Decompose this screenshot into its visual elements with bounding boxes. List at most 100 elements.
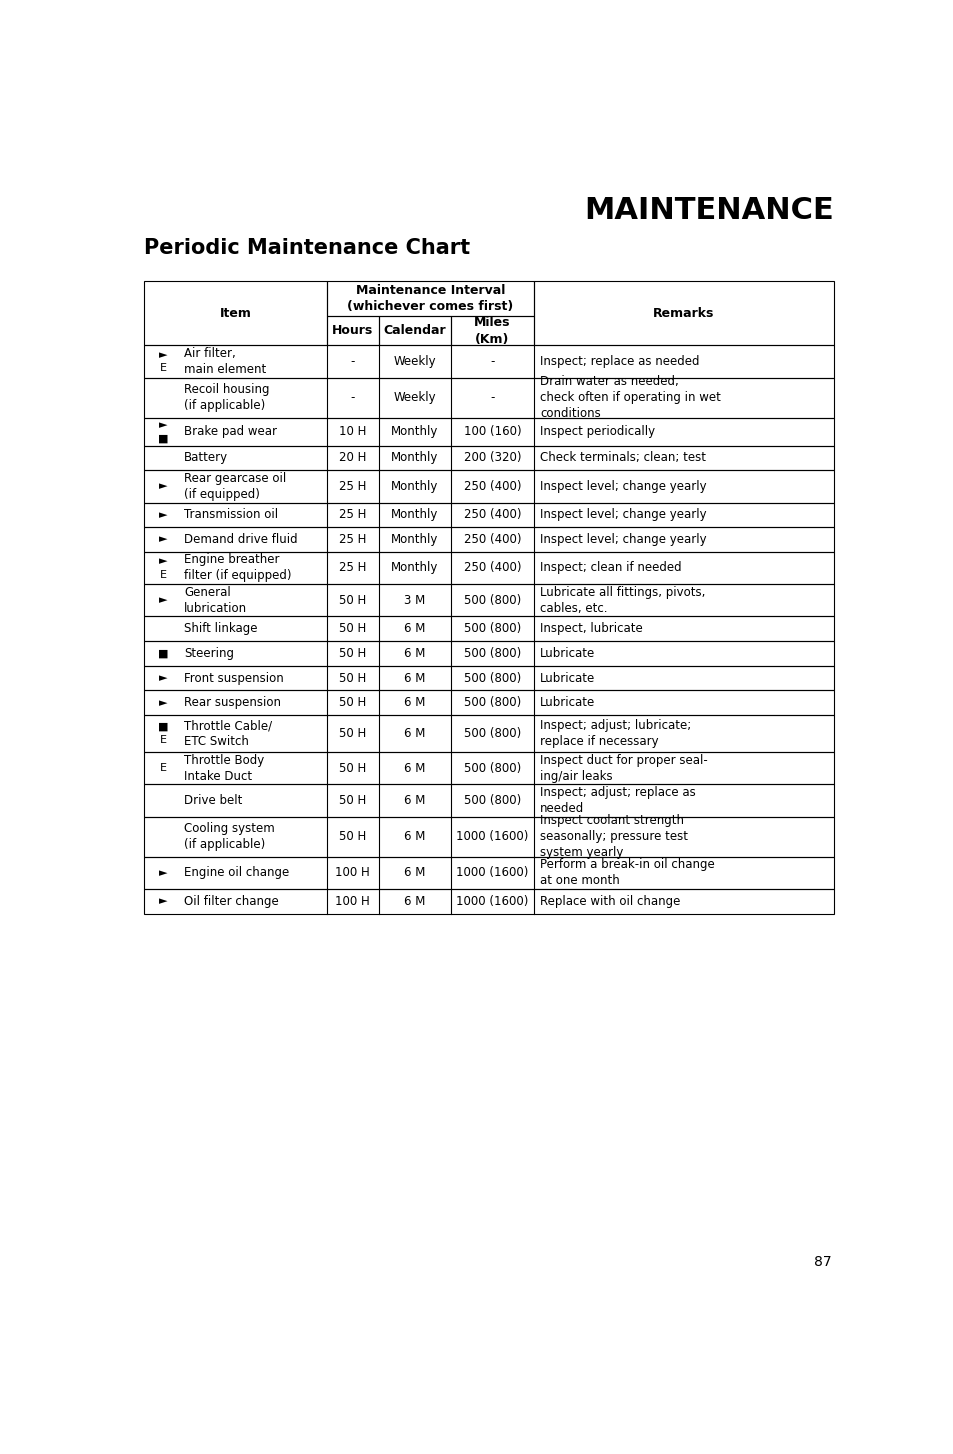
Text: Weekly: Weekly bbox=[393, 391, 436, 404]
Text: Recoil housing
(if applicable): Recoil housing (if applicable) bbox=[184, 384, 270, 413]
Text: 500 (800): 500 (800) bbox=[463, 593, 520, 606]
Text: 6 M: 6 M bbox=[404, 794, 425, 807]
Text: Perform a break-in oil change
at one month: Perform a break-in oil change at one mon… bbox=[539, 858, 714, 887]
Bar bbox=[378, 316, 451, 346]
Text: Inspect coolant strength
seasonally; pressure test
system yearly: Inspect coolant strength seasonally; pre… bbox=[539, 814, 687, 859]
Text: Brake pad wear: Brake pad wear bbox=[184, 425, 277, 438]
Text: 250 (400): 250 (400) bbox=[463, 480, 520, 493]
Text: Remarks: Remarks bbox=[653, 307, 714, 320]
Text: 250 (400): 250 (400) bbox=[463, 534, 520, 545]
Text: Throttle Body
Intake Duct: Throttle Body Intake Duct bbox=[184, 753, 264, 782]
Text: 500 (800): 500 (800) bbox=[463, 794, 520, 807]
Text: 200 (320): 200 (320) bbox=[463, 451, 520, 464]
Bar bbox=[144, 641, 833, 666]
Bar bbox=[533, 281, 833, 346]
Text: Transmission oil: Transmission oil bbox=[184, 509, 278, 522]
Text: ►: ► bbox=[158, 535, 167, 544]
Bar bbox=[327, 281, 533, 316]
Text: Battery: Battery bbox=[184, 451, 228, 464]
Text: Monthly: Monthly bbox=[391, 425, 438, 438]
Text: Lubricate: Lubricate bbox=[539, 672, 595, 685]
Text: Monthly: Monthly bbox=[391, 451, 438, 464]
Text: Inspect periodically: Inspect periodically bbox=[539, 425, 655, 438]
Text: 3 M: 3 M bbox=[404, 593, 425, 606]
Text: Demand drive fluid: Demand drive fluid bbox=[184, 534, 297, 545]
Text: Replace with oil change: Replace with oil change bbox=[539, 894, 679, 907]
Bar bbox=[144, 346, 833, 378]
Text: ■
E: ■ E bbox=[157, 721, 168, 744]
Text: 500 (800): 500 (800) bbox=[463, 727, 520, 740]
Bar bbox=[144, 715, 833, 752]
Text: Periodic Maintenance Chart: Periodic Maintenance Chart bbox=[144, 237, 470, 257]
Text: -: - bbox=[350, 355, 355, 368]
Text: Check terminals; clean; test: Check terminals; clean; test bbox=[539, 451, 705, 464]
Text: 1000 (1600): 1000 (1600) bbox=[456, 830, 528, 843]
Bar bbox=[144, 616, 833, 641]
Text: 6 M: 6 M bbox=[404, 762, 425, 775]
Text: Drain water as needed,
check often if operating in wet
conditions: Drain water as needed, check often if op… bbox=[539, 375, 720, 420]
Text: Monthly: Monthly bbox=[391, 509, 438, 522]
Text: Monthly: Monthly bbox=[391, 534, 438, 545]
Text: Throttle Cable/
ETC Switch: Throttle Cable/ ETC Switch bbox=[184, 718, 273, 747]
Bar bbox=[144, 470, 833, 503]
Text: Inspect; replace as needed: Inspect; replace as needed bbox=[539, 355, 699, 368]
Text: Calendar: Calendar bbox=[383, 324, 446, 337]
Text: ►
E: ► E bbox=[158, 350, 167, 374]
Text: Engine oil change: Engine oil change bbox=[184, 867, 290, 880]
Text: Miles
(Km): Miles (Km) bbox=[474, 316, 510, 346]
Text: ►: ► bbox=[158, 896, 167, 906]
Text: 50 H: 50 H bbox=[338, 762, 366, 775]
Text: 10 H: 10 H bbox=[338, 425, 366, 438]
Text: Air filter,
main element: Air filter, main element bbox=[184, 348, 266, 377]
Text: 50 H: 50 H bbox=[338, 622, 366, 635]
Text: Drive belt: Drive belt bbox=[184, 794, 242, 807]
Text: Shift linkage: Shift linkage bbox=[184, 622, 257, 635]
Text: 50 H: 50 H bbox=[338, 794, 366, 807]
Text: Monthly: Monthly bbox=[391, 561, 438, 574]
Text: Rear gearcase oil
(if equipped): Rear gearcase oil (if equipped) bbox=[184, 473, 286, 500]
Text: 6 M: 6 M bbox=[404, 672, 425, 685]
Bar bbox=[144, 666, 833, 691]
Text: -: - bbox=[350, 391, 355, 404]
Text: Maintenance Interval
(whichever comes first): Maintenance Interval (whichever comes fi… bbox=[347, 284, 513, 313]
Text: 500 (800): 500 (800) bbox=[463, 672, 520, 685]
Text: 6 M: 6 M bbox=[404, 622, 425, 635]
Text: Front suspension: Front suspension bbox=[184, 672, 284, 685]
Text: 100 H: 100 H bbox=[335, 894, 370, 907]
Bar bbox=[144, 551, 833, 585]
Text: 50 H: 50 H bbox=[338, 647, 366, 660]
Text: Inspect, lubricate: Inspect, lubricate bbox=[539, 622, 642, 635]
Text: ►
■: ► ■ bbox=[157, 420, 168, 443]
Text: ►
E: ► E bbox=[158, 557, 167, 580]
Text: Inspect duct for proper seal-
ing/air leaks: Inspect duct for proper seal- ing/air le… bbox=[539, 753, 707, 782]
Text: Inspect level; change yearly: Inspect level; change yearly bbox=[539, 480, 706, 493]
Text: 20 H: 20 H bbox=[338, 451, 366, 464]
Bar bbox=[144, 378, 833, 417]
Bar bbox=[144, 784, 833, 817]
Text: 6 M: 6 M bbox=[404, 647, 425, 660]
Text: ►: ► bbox=[158, 595, 167, 605]
Text: 50 H: 50 H bbox=[338, 593, 366, 606]
Text: ►: ► bbox=[158, 510, 167, 521]
Text: Lubricate: Lubricate bbox=[539, 647, 595, 660]
Text: Inspect; adjust; lubricate;
replace if necessary: Inspect; adjust; lubricate; replace if n… bbox=[539, 718, 691, 747]
Text: 100 H: 100 H bbox=[335, 867, 370, 880]
Text: 25 H: 25 H bbox=[338, 534, 366, 545]
Bar bbox=[451, 316, 533, 346]
Text: Inspect level; change yearly: Inspect level; change yearly bbox=[539, 534, 706, 545]
Text: Hours: Hours bbox=[332, 324, 373, 337]
Text: 500 (800): 500 (800) bbox=[463, 622, 520, 635]
Text: ■: ■ bbox=[157, 648, 168, 659]
Text: 500 (800): 500 (800) bbox=[463, 762, 520, 775]
Bar bbox=[144, 888, 833, 913]
Text: 500 (800): 500 (800) bbox=[463, 647, 520, 660]
Bar bbox=[327, 316, 378, 346]
Text: 25 H: 25 H bbox=[338, 480, 366, 493]
Text: 6 M: 6 M bbox=[404, 830, 425, 843]
Text: Inspect; adjust; replace as
needed: Inspect; adjust; replace as needed bbox=[539, 787, 695, 816]
Bar bbox=[144, 585, 833, 616]
Text: Rear suspension: Rear suspension bbox=[184, 696, 281, 710]
Text: ►: ► bbox=[158, 673, 167, 683]
Text: 50 H: 50 H bbox=[338, 696, 366, 710]
Text: Item: Item bbox=[219, 307, 252, 320]
